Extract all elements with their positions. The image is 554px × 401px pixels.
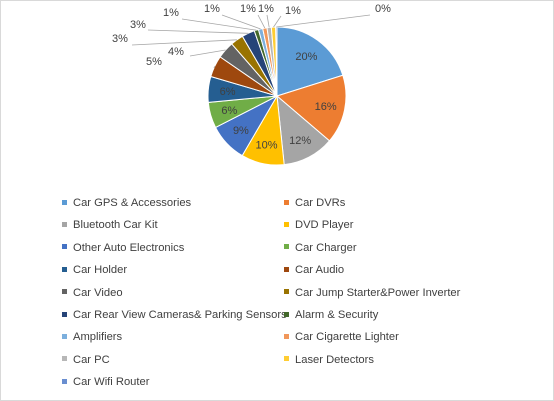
- legend-swatch: [62, 356, 67, 362]
- legend-item: Car Wifi Router: [62, 375, 149, 389]
- legend-swatch: [284, 244, 289, 250]
- legend-item: DVD Player: [284, 218, 353, 232]
- legend-swatch: [62, 289, 67, 295]
- legend-swatch: [62, 221, 67, 227]
- slice-data-label: 0%: [375, 3, 391, 15]
- legend-label: Car Jump Starter&Power Inverter: [295, 286, 461, 299]
- legend-item: Car Jump Starter&Power Inverter: [284, 286, 460, 300]
- legend-label: Car GPS & Accessories: [73, 197, 192, 210]
- slice-data-label: 5%: [146, 56, 162, 68]
- legend-swatch: [284, 311, 289, 317]
- legend-item: Laser Detectors: [284, 353, 374, 367]
- slice-data-label: 16%: [315, 101, 337, 113]
- legend-item: Car DVRs: [284, 196, 345, 210]
- legend-item: Other Auto Electronics: [62, 241, 184, 255]
- leader-line: [181, 18, 257, 31]
- legend-label: Laser Detectors: [295, 353, 374, 366]
- leader-line: [213, 66, 216, 69]
- legend-swatch: [62, 266, 67, 272]
- legend-swatch: [284, 333, 289, 339]
- legend-label: Car DVRs: [295, 197, 346, 210]
- leader-line: [189, 49, 226, 57]
- slice-data-label: 4%: [168, 46, 184, 58]
- leader-line: [257, 14, 266, 29]
- slice-data-label: 9%: [233, 125, 249, 137]
- legend-label: Car Video: [73, 286, 123, 299]
- legend-item: Amplifiers: [62, 330, 122, 344]
- legend-label: Alarm & Security: [295, 309, 379, 322]
- legend-label: DVD Player: [295, 219, 354, 232]
- legend-swatch: [284, 221, 289, 227]
- slice-data-label: 6%: [220, 86, 236, 98]
- pie-slice: [276, 26, 344, 97]
- legend-label: Other Auto Electronics: [73, 241, 185, 254]
- legend-item: Car PC: [62, 353, 110, 367]
- slice-data-label: 1%: [163, 7, 179, 19]
- legend-label: Car Cigarette Lighter: [295, 331, 399, 344]
- slice-data-label: 6%: [221, 105, 237, 117]
- legend-swatch: [284, 199, 289, 205]
- legend-swatch: [62, 199, 67, 205]
- legend-label: Car PC: [73, 353, 110, 366]
- legend-item: Car Charger: [284, 241, 357, 255]
- legend-label: Car Rear View Cameras& Parking Sensors: [73, 309, 287, 322]
- legend-item: Car Video: [62, 286, 123, 300]
- slice-data-label: 10%: [255, 140, 277, 152]
- legend-swatch: [62, 244, 67, 250]
- pie-slice: [275, 74, 347, 142]
- legend-swatch: [284, 356, 289, 362]
- slice-data-label: 1%: [204, 3, 220, 15]
- legend-item: Car Audio: [284, 263, 344, 277]
- leader-line: [131, 39, 237, 46]
- slice-data-label: 1%: [285, 5, 301, 17]
- slice-data-label: 20%: [295, 51, 317, 63]
- legend-item: Alarm & Security: [284, 308, 378, 322]
- slice-data-label: 3%: [130, 19, 146, 31]
- legend-item: Car Rear View Cameras& Parking Sensors: [62, 308, 287, 322]
- legend-label: Amplifiers: [73, 331, 123, 344]
- legend-label: Car Audio: [295, 264, 345, 277]
- legend-swatch: [284, 289, 289, 295]
- legend-swatch: [62, 378, 67, 384]
- legend-item: Car Holder: [62, 263, 127, 277]
- legend-label: Car Charger: [295, 241, 357, 254]
- legend-label: Car Wifi Router: [73, 376, 150, 389]
- slice-data-label: 1%: [258, 3, 274, 15]
- slice-data-label: 3%: [112, 33, 128, 45]
- legend-swatch: [284, 266, 289, 272]
- legend-item: Car GPS & Accessories: [62, 196, 191, 210]
- slice-data-label: 12%: [289, 135, 311, 147]
- leader-line: [266, 14, 270, 28]
- slice-data-label: 1%: [240, 3, 256, 15]
- leader-line: [221, 14, 261, 30]
- leader-line: [273, 15, 282, 28]
- leader-line: [147, 29, 249, 34]
- legend-swatch: [62, 333, 67, 339]
- legend-item: Car Cigarette Lighter: [284, 330, 399, 344]
- legend-item: Bluetooth Car Kit: [62, 218, 158, 232]
- legend-label: Car Holder: [73, 264, 128, 277]
- legend-label: Bluetooth Car Kit: [73, 219, 158, 232]
- leader-line: [276, 14, 371, 28]
- legend-swatch: [62, 311, 67, 317]
